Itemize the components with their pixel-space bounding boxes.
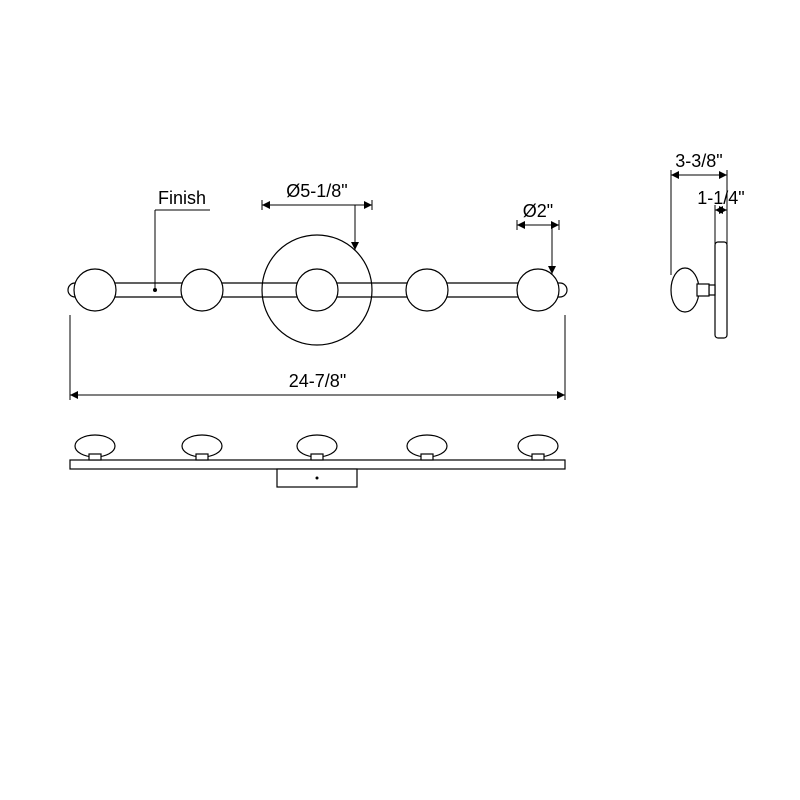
svg-text:24-7/8": 24-7/8" [289, 371, 346, 391]
front-view [68, 235, 567, 345]
finish-label: Finish [158, 188, 206, 208]
svg-text:Ø5-1/8": Ø5-1/8" [286, 181, 347, 201]
top-view [70, 435, 565, 487]
svg-text:3-3/8": 3-3/8" [675, 151, 722, 171]
svg-text:Ø2": Ø2" [523, 201, 553, 221]
svg-text:1-1/4": 1-1/4" [697, 188, 744, 208]
technical-diagram: Finish Ø5-1/8" Ø2" 24-7/8" 3-3/8" 1-1/4" [0, 0, 800, 800]
dimension-labels: Finish Ø5-1/8" Ø2" 24-7/8" 3-3/8" 1-1/4" [70, 151, 745, 400]
side-view [671, 242, 727, 338]
